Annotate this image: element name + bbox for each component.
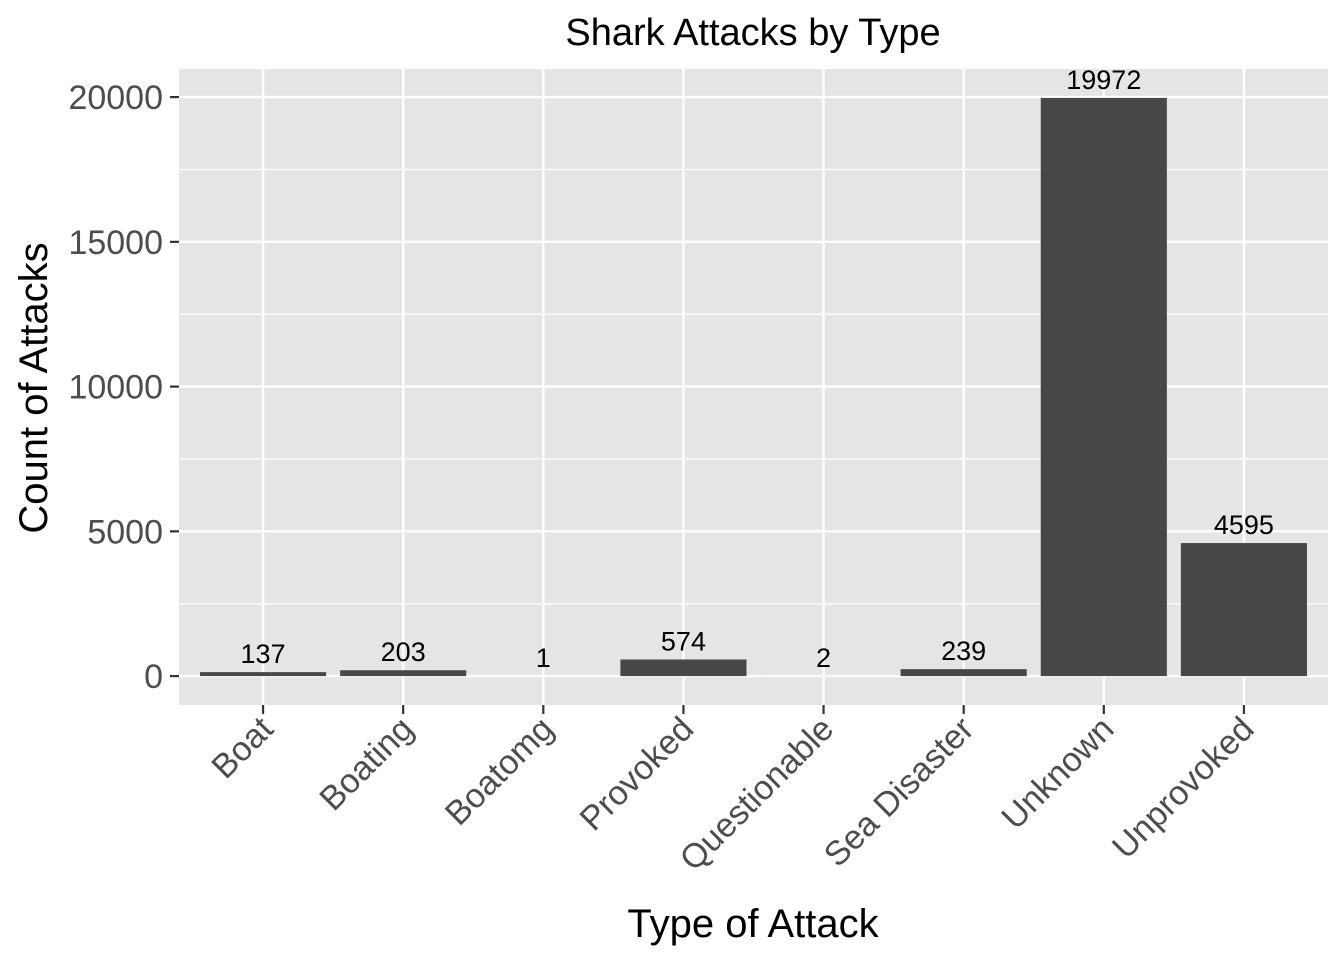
chart-title: Shark Attacks by Type	[565, 12, 940, 54]
bar-value-label: 137	[241, 639, 286, 669]
bar-value-label: 2	[816, 643, 831, 673]
y-axis: 0 5000 10000 15000 20000	[68, 79, 179, 696]
bar-value-label: 1	[536, 643, 551, 673]
bar	[620, 659, 746, 676]
bar-value-label: 4595	[1214, 510, 1274, 540]
y-tick-label: 5000	[87, 513, 163, 551]
y-tick-label: 10000	[68, 369, 163, 407]
x-tick-label: Provoked	[573, 710, 701, 838]
y-tick-label: 20000	[68, 79, 163, 117]
x-tick-label: Unprovoked	[1105, 710, 1262, 867]
x-tick-label: Sea Disaster	[817, 710, 982, 875]
bar	[1181, 543, 1307, 676]
bar	[901, 669, 1027, 676]
bar	[1041, 98, 1167, 676]
bar	[340, 670, 466, 676]
bar	[200, 672, 326, 676]
y-axis-title: Count of Attacks	[12, 242, 56, 533]
y-tick-label: 0	[144, 658, 163, 696]
bar-value-label: 574	[661, 626, 706, 656]
bar-value-label: 239	[941, 636, 986, 666]
y-tick-label: 15000	[68, 224, 163, 262]
x-tick-label: Boatomg	[438, 710, 561, 833]
bar-value-label: 19972	[1066, 65, 1141, 95]
x-tick-label: Unknown	[994, 710, 1121, 837]
x-tick-label: Boat	[204, 709, 281, 786]
x-tick-label: Boating	[312, 710, 420, 818]
x-axis-title: Type of Attack	[627, 902, 879, 946]
bar-value-label: 203	[381, 637, 426, 667]
